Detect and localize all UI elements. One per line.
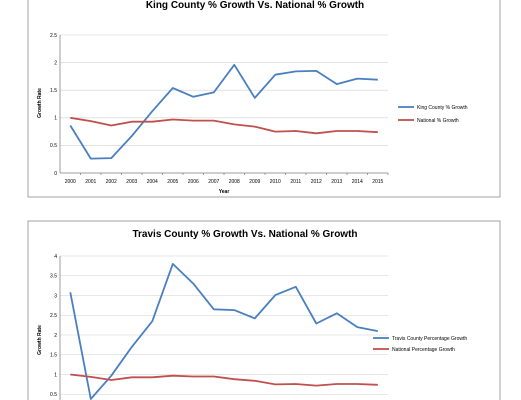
x-tick-label: 2009 — [249, 179, 260, 185]
x-tick-label: 2003 — [126, 179, 137, 185]
legend: Travis County Percentage Growth National … — [373, 336, 467, 353]
series-line-0 — [69, 63, 378, 160]
x-tick-label: 2015 — [372, 179, 383, 185]
series-lines — [69, 63, 378, 160]
y-tick-label: 3.5 — [50, 274, 57, 280]
y-tick-label: 1.5 — [50, 353, 57, 359]
x-tick-label: 2001 — [85, 179, 96, 185]
x-tick-label: 2006 — [188, 179, 199, 185]
series-line-1 — [70, 116, 378, 135]
gridlines — [59, 34, 388, 174]
x-tick-labels: 2000 2001 2002 2003 2004 2005 2006 2007 2008 2009… — [65, 173, 389, 185]
series-line-1 — [70, 373, 378, 387]
series-line-0 — [69, 262, 378, 400]
y-tick-labels: 0.5 1 1.5 2 2.5 3 3.5 4 — [50, 254, 57, 398]
x-tick-label: 2007 — [208, 179, 219, 185]
y-tick-label: 1.5 — [50, 88, 57, 94]
y-tick-label: 2.5 — [50, 313, 57, 319]
y-axis-label: Growth Rate — [37, 88, 43, 118]
y-tick-label: 1 — [54, 372, 57, 378]
series-lines — [69, 262, 378, 400]
x-tick-label: 2014 — [352, 179, 363, 185]
x-tick-label: 2005 — [167, 179, 178, 185]
legend-label: Travis County Percentage Growth — [392, 336, 467, 342]
legend-label: National Percentage Growth — [392, 347, 455, 353]
chart-king-county: King County % Growth Vs. National % Grow… — [27, 0, 501, 198]
chart-frame — [27, 0, 501, 198]
x-axis-label: Year — [219, 189, 230, 195]
chart-frame — [27, 220, 501, 400]
x-tick-label: 2002 — [106, 179, 117, 185]
x-tick-label: 2000 — [65, 179, 76, 185]
legend-label: National % Growth — [417, 118, 459, 124]
y-tick-label: 2.5 — [50, 33, 57, 39]
chart-title: King County % Growth Vs. National % Grow… — [146, 0, 364, 11]
y-tick-label: 2 — [54, 333, 57, 339]
x-tick-label: 2012 — [311, 179, 322, 185]
x-tick-label: 2010 — [270, 179, 281, 185]
legend: King County % Growth National % Growth — [398, 105, 468, 124]
y-tick-label: 0.5 — [50, 143, 57, 149]
y-tick-label: 1 — [54, 116, 57, 122]
chart-travis-county: Travis County % Growth Vs. National % Gr… — [27, 220, 501, 400]
y-tick-label: 4 — [54, 254, 57, 260]
x-tick-label: 2004 — [147, 179, 158, 185]
y-tick-label: 0.5 — [50, 392, 57, 398]
y-tick-labels: 0 0.5 1 1.5 2 2.5 — [50, 33, 57, 177]
x-tick-label: 2013 — [331, 179, 342, 185]
x-tick-label: 2011 — [290, 179, 301, 185]
y-tick-label: 2 — [54, 60, 57, 66]
y-tick-label: 0 — [54, 171, 57, 177]
y-axis-label: Growth Rate — [37, 325, 43, 355]
x-tick-label: 2008 — [229, 179, 240, 185]
legend-label: King County % Growth — [417, 105, 468, 111]
chart-title: Travis County % Growth Vs. National % Gr… — [132, 229, 357, 240]
y-tick-label: 3 — [54, 293, 57, 299]
